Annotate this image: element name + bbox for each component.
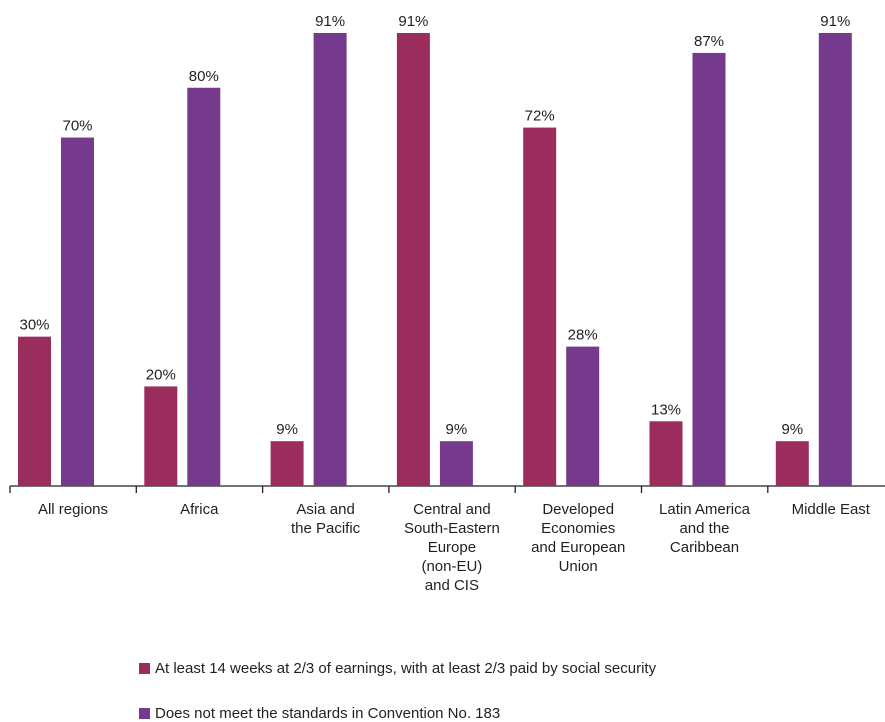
bar-series-1-7 [775, 441, 809, 486]
data-label-series-2-3: 91% [315, 13, 345, 30]
bar-series-2-7 [818, 33, 852, 486]
data-label-series-1-1: 30% [19, 317, 49, 334]
category-label-line: Africa [180, 501, 219, 518]
bar-series-2-4 [439, 441, 473, 486]
category-label-line: Middle East [791, 501, 870, 518]
category-label-line: and CIS [424, 577, 479, 594]
category-label: Asia and the Pacific [263, 500, 389, 538]
data-label-series-2-4: 9% [446, 421, 468, 438]
category-label: Middle East [768, 500, 885, 519]
bar-series-2-3 [313, 33, 347, 486]
data-label-series-1-4: 91% [398, 13, 428, 30]
bar-series-2-1 [61, 137, 94, 487]
category-label-line: All regions [37, 501, 109, 518]
bar-series-2-2 [187, 87, 221, 486]
category-label-line: and European [531, 539, 626, 556]
category-label-line: the Pacific [290, 520, 361, 537]
category-label: Developed Economies and European Union [515, 500, 641, 576]
data-label-series-2-6: 87% [694, 33, 724, 50]
legend-swatch-2 [139, 708, 150, 719]
bar-series-1-1 [18, 336, 51, 486]
category-label-line: Latin America [659, 501, 750, 518]
category-label-line: (non-EU) [421, 558, 483, 575]
legend-label-2: Does not meet the standards in Conventio… [155, 705, 501, 722]
data-label-series-2-5: 28% [568, 327, 598, 344]
bar-series-1-4 [396, 33, 430, 486]
category-label-line: Europe [427, 539, 477, 556]
category-label-line: South-Eastern [403, 520, 500, 537]
legend-item-2: Does not meet the standards in Conventio… [139, 705, 500, 722]
data-label-series-1-3: 9% [276, 421, 298, 438]
data-label-series-2-7: 91% [820, 13, 850, 30]
legend-item-1: At least 14 weeks at 2/3 of earnings, wi… [139, 660, 656, 677]
data-label-series-1-5: 72% [525, 108, 555, 125]
category-label-line: Developed [542, 501, 615, 518]
data-label-series-1-6: 13% [651, 401, 681, 418]
legend-swatch-1 [139, 663, 150, 674]
bar-series-1-3 [270, 441, 304, 486]
category-label-line: and the [679, 520, 730, 537]
category-label-line: Union [558, 558, 598, 575]
data-label-series-1-7: 9% [781, 421, 803, 438]
category-label-line: Caribbean [669, 539, 740, 556]
bar-series-2-6 [692, 52, 726, 487]
category-label: Latin America and the Caribbean [642, 500, 768, 557]
category-label: All regions [10, 500, 136, 519]
category-label-line: Asia and [296, 501, 355, 518]
bar-series-1-2 [144, 386, 178, 486]
data-label-series-2-1: 70% [62, 118, 92, 135]
category-label: Central and South-Eastern Europe (non-EU) an… [389, 500, 515, 595]
data-label-series-1-2: 20% [146, 366, 176, 383]
category-label-line: Central and [413, 501, 491, 518]
bar-series-1-5 [523, 127, 557, 486]
legend-label-1: At least 14 weeks at 2/3 of earnings, wi… [155, 660, 657, 677]
data-label-series-2-2: 80% [189, 68, 219, 85]
bar-series-2-5 [566, 346, 600, 486]
category-label-line: Economies [541, 520, 616, 537]
category-label: Africa [136, 500, 262, 519]
bar-series-1-6 [649, 421, 683, 486]
